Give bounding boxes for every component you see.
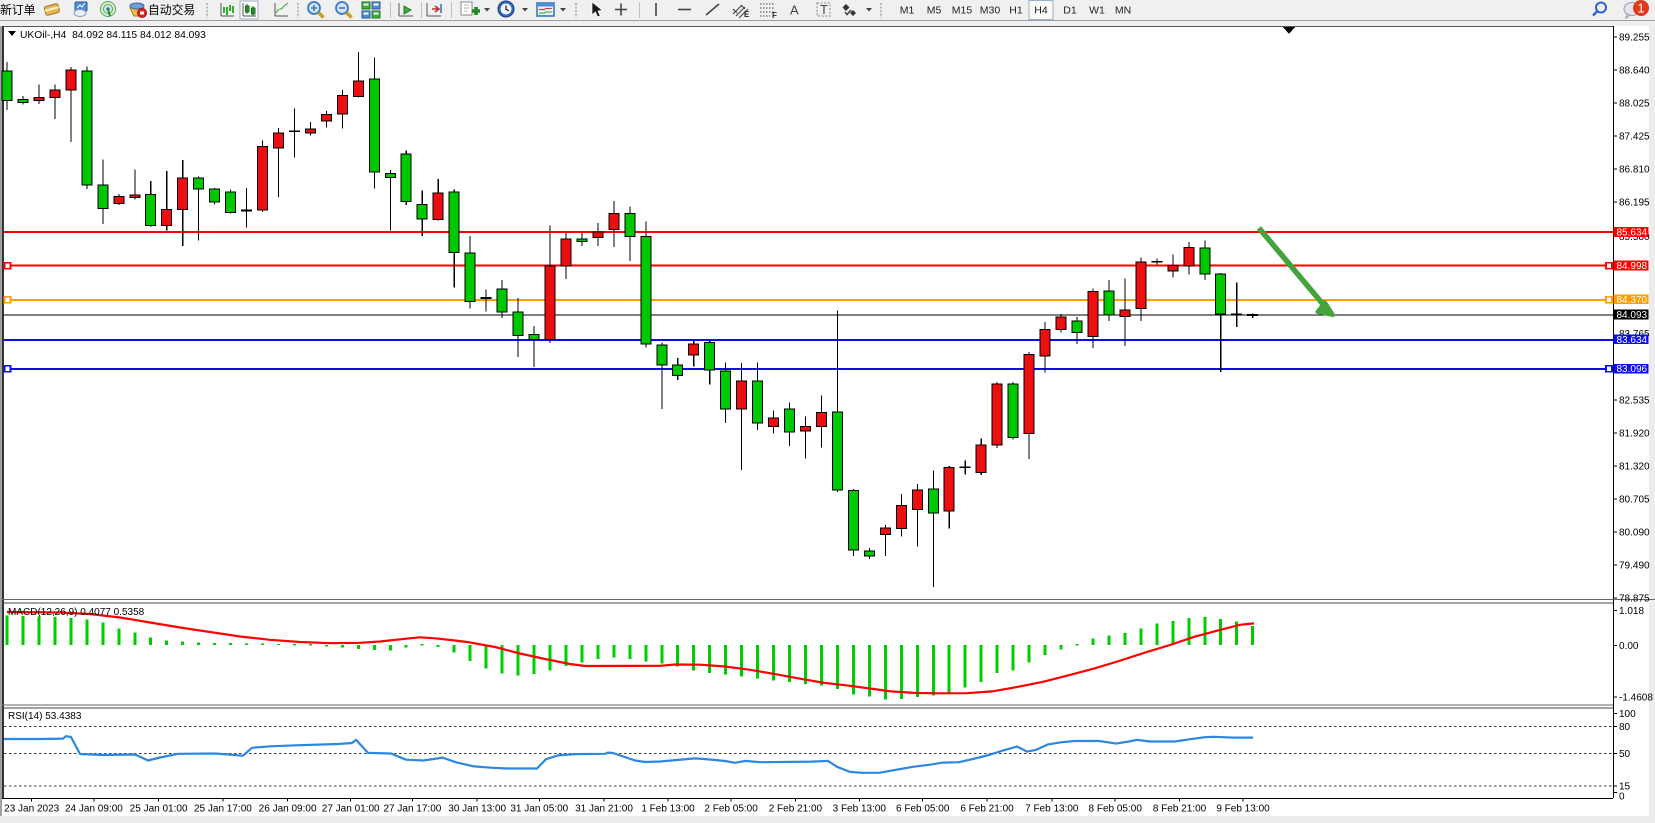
svg-text:23 Jan 2023: 23 Jan 2023: [4, 804, 59, 815]
svg-text:M15: M15: [952, 5, 973, 17]
svg-text:H1: H1: [1009, 5, 1023, 17]
svg-text:27 Jan 01:00: 27 Jan 01:00: [322, 804, 380, 815]
svg-text:26 Jan 09:00: 26 Jan 09:00: [259, 804, 317, 815]
svg-text:自动交易: 自动交易: [148, 3, 195, 17]
svg-text:83.096: 83.096: [1617, 364, 1648, 375]
svg-text:H4: H4: [1034, 5, 1048, 17]
svg-text:79.490: 79.490: [1619, 561, 1650, 572]
svg-text:M1: M1: [900, 5, 915, 17]
svg-text:2 Feb 21:00: 2 Feb 21:00: [769, 804, 823, 815]
svg-text:83.634: 83.634: [1617, 335, 1648, 346]
svg-text:8 Feb 05:00: 8 Feb 05:00: [1089, 804, 1143, 815]
svg-text:80: 80: [1619, 722, 1631, 733]
svg-text:78.875: 78.875: [1619, 594, 1650, 605]
svg-text:27 Jan 17:00: 27 Jan 17:00: [383, 804, 441, 815]
svg-text:84.370: 84.370: [1617, 295, 1648, 306]
svg-text:1: 1: [1637, 1, 1644, 16]
svg-text:81.920: 81.920: [1619, 429, 1650, 440]
svg-text:15: 15: [1619, 782, 1631, 793]
svg-text:D1: D1: [1063, 5, 1077, 17]
svg-text:新订单: 新订单: [0, 3, 36, 17]
svg-text:86.195: 86.195: [1619, 198, 1650, 209]
svg-text:MN: MN: [1115, 5, 1131, 17]
svg-text:M30: M30: [980, 5, 1001, 17]
svg-text:8 Feb 21:00: 8 Feb 21:00: [1153, 804, 1207, 815]
svg-text:3 Feb 13:00: 3 Feb 13:00: [833, 804, 887, 815]
svg-text:6 Feb 21:00: 6 Feb 21:00: [960, 804, 1014, 815]
svg-text:0.00: 0.00: [1619, 641, 1639, 652]
svg-text:M5: M5: [927, 5, 942, 17]
svg-text:80.705: 80.705: [1619, 495, 1650, 506]
svg-text:31 Jan 05:00: 31 Jan 05:00: [510, 804, 568, 815]
svg-text:31 Jan 21:00: 31 Jan 21:00: [575, 804, 633, 815]
svg-text:81.320: 81.320: [1619, 462, 1650, 473]
svg-text:0: 0: [1619, 792, 1625, 803]
svg-text:80.090: 80.090: [1619, 528, 1650, 539]
svg-text:30 Jan 13:00: 30 Jan 13:00: [448, 804, 506, 815]
svg-text:T: T: [820, 2, 828, 17]
svg-text:89.255: 89.255: [1619, 33, 1650, 44]
svg-text:E: E: [744, 10, 750, 19]
svg-text:7 Feb 13:00: 7 Feb 13:00: [1025, 804, 1079, 815]
svg-text:82.535: 82.535: [1619, 396, 1650, 407]
svg-text:100: 100: [1619, 709, 1636, 720]
svg-text:88.640: 88.640: [1619, 66, 1650, 77]
svg-text:A: A: [790, 3, 799, 18]
svg-text:UKOil-,H4 84.092 84.115 84.01: UKOil-,H4 84.092 84.115 84.012 84.093: [20, 30, 206, 41]
svg-text:W1: W1: [1089, 5, 1105, 17]
svg-text:MACD(12,26,9) 0.4077 0.5358: MACD(12,26,9) 0.4077 0.5358: [8, 607, 145, 618]
svg-text:84.998: 84.998: [1617, 261, 1648, 272]
svg-text:6 Feb 05:00: 6 Feb 05:00: [896, 804, 950, 815]
svg-text:9 Feb 13:00: 9 Feb 13:00: [1216, 804, 1270, 815]
svg-text:88.025: 88.025: [1619, 99, 1650, 110]
svg-text:87.425: 87.425: [1619, 132, 1650, 143]
svg-text:25 Jan 01:00: 25 Jan 01:00: [130, 804, 188, 815]
svg-text:25 Jan 17:00: 25 Jan 17:00: [194, 804, 252, 815]
svg-text:1 Feb 13:00: 1 Feb 13:00: [641, 804, 695, 815]
svg-text:85.634: 85.634: [1617, 228, 1648, 239]
svg-text:2 Feb 05:00: 2 Feb 05:00: [704, 804, 758, 815]
svg-text:86.810: 86.810: [1619, 165, 1650, 176]
svg-text:-1.4608: -1.4608: [1619, 693, 1653, 704]
svg-text:50: 50: [1619, 749, 1631, 760]
svg-text:83.765: 83.765: [1619, 329, 1650, 340]
svg-text:1.018: 1.018: [1619, 606, 1644, 617]
svg-text:RSI(14) 53.4383: RSI(14) 53.4383: [8, 711, 82, 722]
svg-text:F: F: [772, 11, 777, 20]
svg-text:85.580: 85.580: [1619, 232, 1650, 243]
svg-text:84.093: 84.093: [1617, 310, 1648, 321]
svg-text:24 Jan 09:00: 24 Jan 09:00: [65, 804, 123, 815]
